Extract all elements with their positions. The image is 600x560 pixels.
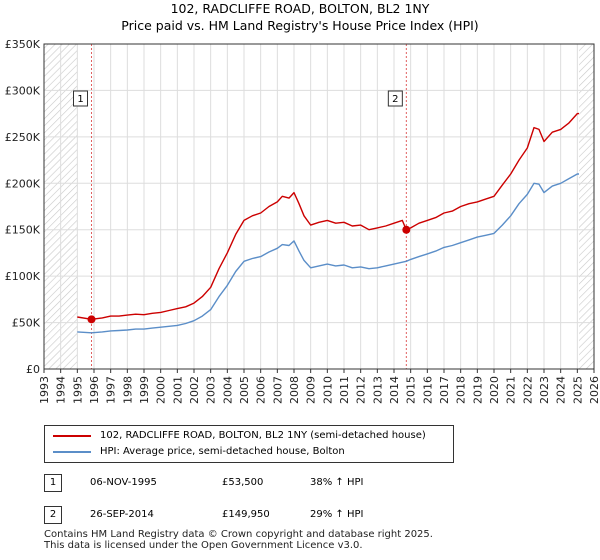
transaction-price: £149,950 xyxy=(222,509,270,520)
x-tick-label: 2026 xyxy=(588,376,600,404)
y-tick-label: £150K xyxy=(5,224,41,237)
x-tick-label: 1994 xyxy=(55,376,68,404)
x-tick-label: 2005 xyxy=(238,376,251,404)
x-tick-label: 2022 xyxy=(521,376,534,404)
x-tick-label: 2011 xyxy=(338,376,351,404)
x-tick-label: 2018 xyxy=(455,376,468,404)
y-tick-label: £200K xyxy=(5,177,41,190)
annotation-label: 2 xyxy=(392,94,398,105)
plot-frame xyxy=(43,43,595,370)
y-tick-label: £0 xyxy=(26,363,40,376)
legend-swatch-blue xyxy=(53,451,91,453)
transaction-badge: 1 xyxy=(44,474,62,492)
transaction-price: £53,500 xyxy=(222,477,264,488)
x-tick-label: 2017 xyxy=(438,376,451,404)
y-tick-label: £350K xyxy=(5,38,41,51)
y-tick-label: £300K xyxy=(5,84,41,97)
x-tick-label: 2004 xyxy=(221,376,234,404)
transaction-date: 26-SEP-2014 xyxy=(90,509,154,520)
footer-license: Contains HM Land Registry data © Crown c… xyxy=(44,529,433,551)
x-tick-label: 2001 xyxy=(171,376,184,404)
chart-legend: 102, RADCLIFFE ROAD, BOLTON, BL2 1NY (se… xyxy=(44,425,454,463)
x-tick-label: 1999 xyxy=(138,376,151,404)
footer-line-2: This data is licensed under the Open Gov… xyxy=(44,540,363,551)
x-tick-label: 2015 xyxy=(405,376,418,404)
annotation-label: 1 xyxy=(77,94,83,105)
y-tick-label: £50K xyxy=(12,317,41,330)
x-tick-label: 2000 xyxy=(155,376,168,404)
x-tick-label: 1993 xyxy=(38,376,51,404)
hpi-line xyxy=(77,173,579,334)
x-tick-label: 1995 xyxy=(71,376,84,404)
x-tick-label: 2023 xyxy=(538,376,551,404)
x-tick-label: 1998 xyxy=(121,376,134,404)
x-tick-label: 2012 xyxy=(355,376,368,404)
legend-swatch-red xyxy=(53,435,91,437)
footer-line-1: Contains HM Land Registry data © Crown c… xyxy=(44,529,433,540)
x-tick-label: 2008 xyxy=(288,376,301,404)
x-tick-label: 2009 xyxy=(305,376,318,404)
x-tick-label: 2003 xyxy=(205,376,218,404)
transaction-badge: 2 xyxy=(44,506,62,524)
sale-point xyxy=(402,225,411,234)
x-tick-label: 2006 xyxy=(255,376,268,404)
x-tick-label: 2007 xyxy=(271,376,284,404)
transaction-hpi: 38% ↑ HPI xyxy=(310,477,364,488)
legend-label-hpi: HPI: Average price, semi-detached house,… xyxy=(100,446,345,457)
x-tick-label: 2021 xyxy=(505,376,518,404)
sale-point xyxy=(87,315,96,324)
x-tick-label: 2016 xyxy=(421,376,434,404)
y-tick-label: £250K xyxy=(5,131,41,144)
annotation-box xyxy=(73,90,88,107)
property-price-line xyxy=(77,112,579,320)
chart-subtitle: Price paid vs. HM Land Registry's House … xyxy=(121,18,479,33)
x-tick-label: 2025 xyxy=(571,376,584,404)
x-tick-label: 2013 xyxy=(371,376,384,404)
annotation-box xyxy=(387,90,403,107)
x-tick-label: 1997 xyxy=(105,376,118,404)
x-tick-label: 2019 xyxy=(471,376,484,404)
hatched-region xyxy=(579,44,594,369)
x-tick-label: 2002 xyxy=(188,376,201,404)
x-tick-label: 2024 xyxy=(555,376,568,404)
transaction-hpi: 29% ↑ HPI xyxy=(310,509,364,520)
transaction-date: 06-NOV-1995 xyxy=(90,477,157,488)
x-tick-label: 2010 xyxy=(321,376,334,404)
legend-label-property: 102, RADCLIFFE ROAD, BOLTON, BL2 1NY (se… xyxy=(100,430,426,441)
y-tick-label: £100K xyxy=(5,270,41,283)
price-chart: 1 2 £0 £50K £100K £150K £200K £250K £300K £350K 1… xyxy=(5,38,600,404)
x-tick-label: 1996 xyxy=(88,376,101,404)
x-tick-label: 2014 xyxy=(388,376,401,404)
x-tick-label: 2020 xyxy=(488,376,501,404)
chart-title-main: 102, RADCLIFFE ROAD, BOLTON, BL2 1NY xyxy=(170,1,430,16)
